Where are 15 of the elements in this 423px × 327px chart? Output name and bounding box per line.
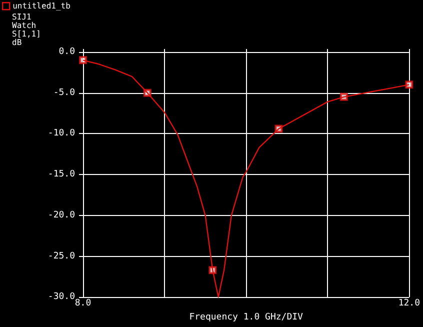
y-tick-label: -30.0	[48, 292, 75, 302]
y-tick-label: -15.0	[48, 170, 75, 180]
text: Watch	[12, 21, 36, 30]
text: dB	[12, 38, 22, 47]
text: SIJ1	[12, 12, 32, 22]
y-tick-label: -20.0	[48, 210, 75, 220]
legend-label: untitled1_tb	[12, 2, 71, 11]
y-tick-label: -10.0	[48, 128, 75, 139]
x-axis-title: Frequency 1.0 GHz/DIV	[189, 312, 304, 322]
y-tick-label: -5.0	[53, 88, 75, 98]
x-tick-label: 12.0	[398, 298, 420, 309]
y-tick-label: -25.0	[48, 251, 75, 262]
y-tick-label: 0.0	[58, 47, 75, 57]
x-tick-label: 8.0	[74, 298, 92, 309]
text: S[1,1]	[12, 30, 41, 38]
